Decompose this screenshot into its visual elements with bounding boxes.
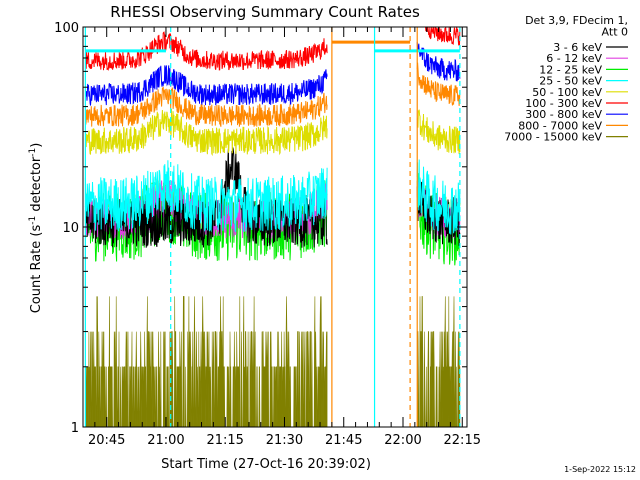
series-5-segment-0 <box>84 31 328 72</box>
chart-title: RHESSI Observing Summary Count Rates <box>110 3 420 21</box>
x-tick-label-4: 21:45 <box>325 433 362 448</box>
legend-header-1: Att 0 <box>602 26 628 39</box>
series-4-segment-0 <box>84 108 328 157</box>
series-8-segment-1 <box>416 296 461 428</box>
series-8-segment-0 <box>85 296 328 428</box>
legend-label-6: 300 - 800 keV <box>525 108 602 121</box>
series-4-segment-1 <box>416 109 461 155</box>
x-tick-label-5: 22:00 <box>384 433 421 448</box>
plot-series <box>84 26 461 428</box>
legend-label-2: 12 - 25 keV <box>539 63 602 76</box>
legend-label-1: 6 - 12 keV <box>546 52 602 65</box>
series-3-segment-0 <box>84 160 328 233</box>
x-tick-label-1: 21:00 <box>147 433 184 448</box>
legend-label-0: 3 - 6 keV <box>553 41 602 54</box>
plot-vertical-lines <box>84 27 461 427</box>
y-tick-label-0: 1 <box>71 421 79 436</box>
series-6-segment-0 <box>84 65 328 106</box>
legend-label-3: 25 - 50 keV <box>539 75 602 88</box>
y-tick-label-1: 10 <box>62 221 79 236</box>
series-6-segment-1 <box>416 42 461 82</box>
legend-label-5: 100 - 300 keV <box>525 97 602 110</box>
series-3-segment-1 <box>416 159 461 235</box>
x-tick-label-2: 21:15 <box>206 433 243 448</box>
x-tick-label-0: 20:45 <box>88 433 125 448</box>
legend-header-0: Det 3,9, FDecim 1, <box>525 14 628 27</box>
legend-label-8: 7000 - 15000 keV <box>504 131 602 144</box>
y-tick-label-2: 100 <box>54 21 79 36</box>
series-7-segment-1 <box>416 62 461 106</box>
x-axis-label: Start Time (27-Oct-16 20:39:02) <box>161 457 371 472</box>
x-tick-label-3: 21:30 <box>266 433 303 448</box>
x-tick-label-6: 22:15 <box>444 433 481 448</box>
footer-date: 1-Sep-2022 15:12 <box>564 465 636 474</box>
legend-label-4: 50 - 100 keV <box>532 86 602 99</box>
series-7-segment-0 <box>84 86 328 127</box>
y-axis-label: Count Rate (s-1 detector-1) <box>28 143 44 314</box>
legend-label-7: 800 - 7000 keV <box>518 119 602 132</box>
plot-axes: 1 10 100 20:45 21:00 21:15 21:30 21:45 22:00 22:1… <box>54 21 481 448</box>
